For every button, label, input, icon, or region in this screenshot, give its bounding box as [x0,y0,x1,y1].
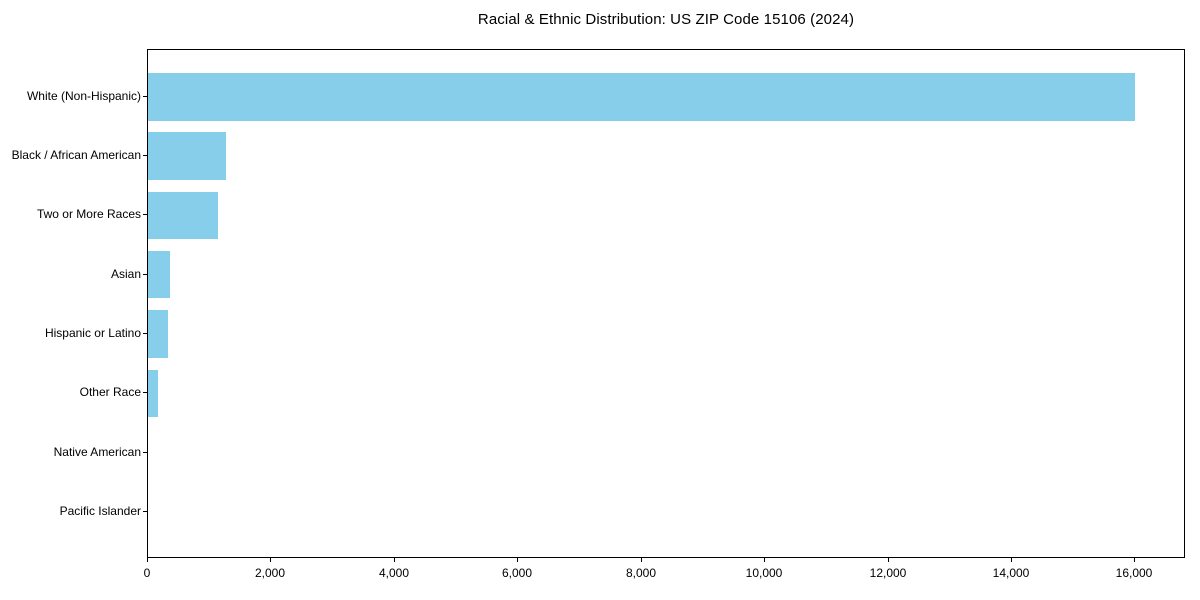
x-axis-label-4000: 4,000 [378,566,410,580]
x-tick-14000 [1011,558,1012,562]
x-axis-label-16000: 16,000 [1115,566,1153,580]
y-tick-hispanic-or-latino [143,333,147,334]
y-axis-label-hispanic-or-latino: Hispanic or Latino [44,326,141,340]
y-tick-asian [143,274,147,275]
y-axis-label-white-non-hispanic: White (Non-Hispanic) [26,89,141,103]
y-axis-label-pacific-islander: Pacific Islander [59,504,141,518]
plot-area [147,49,1185,558]
x-axis-label-10000: 10,000 [745,566,783,580]
y-tick-native-american [143,452,147,453]
bar-black-african-american [148,132,226,180]
y-axis-label-two-or-more-races: Two or More Races [36,207,141,221]
x-tick-4000 [394,558,395,562]
x-axis-label-14000: 14,000 [992,566,1030,580]
bar-asian [148,250,171,299]
x-axis-label-0: 0 [143,566,151,580]
y-axis-label-other-race: Other Race [79,385,141,399]
x-axis-label-8000: 8,000 [625,566,657,580]
bar-two-or-more-races [148,191,218,240]
x-tick-8000 [641,558,642,562]
bar-other-race [148,369,158,418]
x-axis-label-12000: 12,000 [869,566,907,580]
x-tick-12000 [888,558,889,562]
x-axis-label-6000: 6,000 [501,566,533,580]
y-tick-pacific-islander [143,511,147,512]
y-tick-two-or-more-races [143,214,147,215]
y-axis-label-native-american: Native American [53,445,141,459]
bar-hispanic-or-latino [148,310,169,358]
x-tick-16000 [1134,558,1135,562]
x-tick-0 [147,558,148,562]
x-tick-6000 [517,558,518,562]
x-axis-label-2000: 2,000 [254,566,286,580]
chart-title: Racial & Ethnic Distribution: US ZIP Cod… [477,11,855,28]
y-tick-black-african-american [143,155,147,156]
x-tick-10000 [764,558,765,562]
y-tick-white-non-hispanic [143,96,147,97]
y-axis-label-asian: Asian [110,267,141,281]
y-tick-other-race [143,392,147,393]
y-axis-label-black-african-american: Black / African American [11,148,141,162]
x-tick-2000 [270,558,271,562]
bar-white-non-hispanic [148,73,1136,121]
